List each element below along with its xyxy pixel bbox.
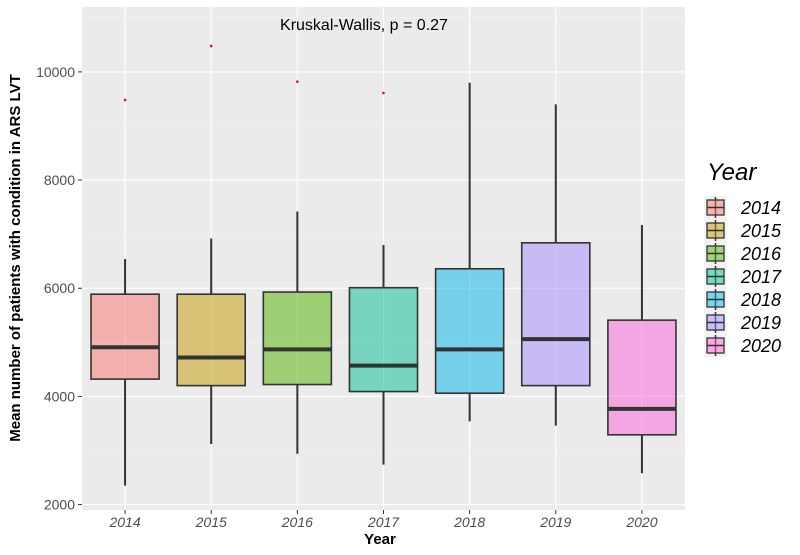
legend-item-2020: 2020	[704, 334, 781, 357]
box-2014	[90, 98, 160, 486]
box-2020	[607, 224, 677, 474]
outlier-point	[123, 98, 127, 102]
legend-label: 2017	[740, 267, 782, 287]
outlier-point	[382, 91, 385, 95]
box-2015	[176, 44, 247, 445]
legend-item-2018: 2018	[704, 288, 781, 311]
legend-item-2016: 2016	[704, 242, 782, 265]
box-iqr	[348, 286, 419, 393]
legend-item-2019: 2019	[704, 311, 781, 334]
y-tick-label: 2000	[44, 497, 75, 513]
legend-label: 2014	[740, 198, 781, 218]
x-tick-label: 2018	[453, 514, 485, 530]
box-2016	[262, 80, 333, 454]
x-tick-label: 2014	[108, 514, 140, 530]
y-tick-label: 4000	[44, 388, 75, 404]
x-tick-label: 2017	[367, 514, 400, 530]
x-tick-label: 2019	[539, 514, 571, 530]
outlier-point	[209, 44, 213, 48]
legend-item-2014: 2014	[704, 196, 781, 219]
x-axis-title: Year	[364, 531, 396, 548]
box-iqr	[90, 293, 160, 380]
legend-title: Year	[707, 159, 757, 186]
legend: Year 2014 2015 2016 2017 2018 2019 2020	[704, 159, 782, 357]
box-2017	[348, 91, 419, 465]
legend-label: 2016	[740, 244, 782, 264]
box-iqr	[434, 267, 505, 394]
box-2018	[434, 82, 505, 422]
kruskal-wallis-annotation: Kruskal-Wallis, p = 0.27	[280, 17, 448, 34]
y-tick-label: 10000	[36, 64, 75, 80]
legend-label: 2015	[740, 221, 782, 241]
legend-item-2015: 2015	[704, 219, 782, 242]
box-2019	[520, 104, 591, 426]
box-iqr	[607, 319, 677, 436]
x-tick-label: 2020	[625, 514, 657, 530]
legend-label: 2020	[740, 336, 781, 356]
x-tick-label: 2015	[195, 514, 227, 530]
x-axis: 2014 2015 2016 2017 2018 2019 2020	[108, 510, 658, 530]
legend-item-2017: 2017	[704, 265, 782, 288]
x-tick-label: 2016	[281, 514, 313, 530]
box-iqr	[520, 242, 591, 387]
boxes	[90, 44, 677, 486]
legend-label: 2018	[740, 290, 781, 310]
y-tick-label: 6000	[44, 280, 75, 296]
box-iqr	[262, 291, 333, 386]
y-axis: 2000 4000 6000 8000 10000	[36, 64, 82, 513]
legend-label: 2019	[740, 313, 781, 333]
y-axis-title: Mean number of patients with condition i…	[7, 74, 24, 442]
box-iqr	[176, 293, 247, 387]
outlier-point	[296, 80, 299, 83]
y-tick-label: 8000	[44, 172, 75, 188]
